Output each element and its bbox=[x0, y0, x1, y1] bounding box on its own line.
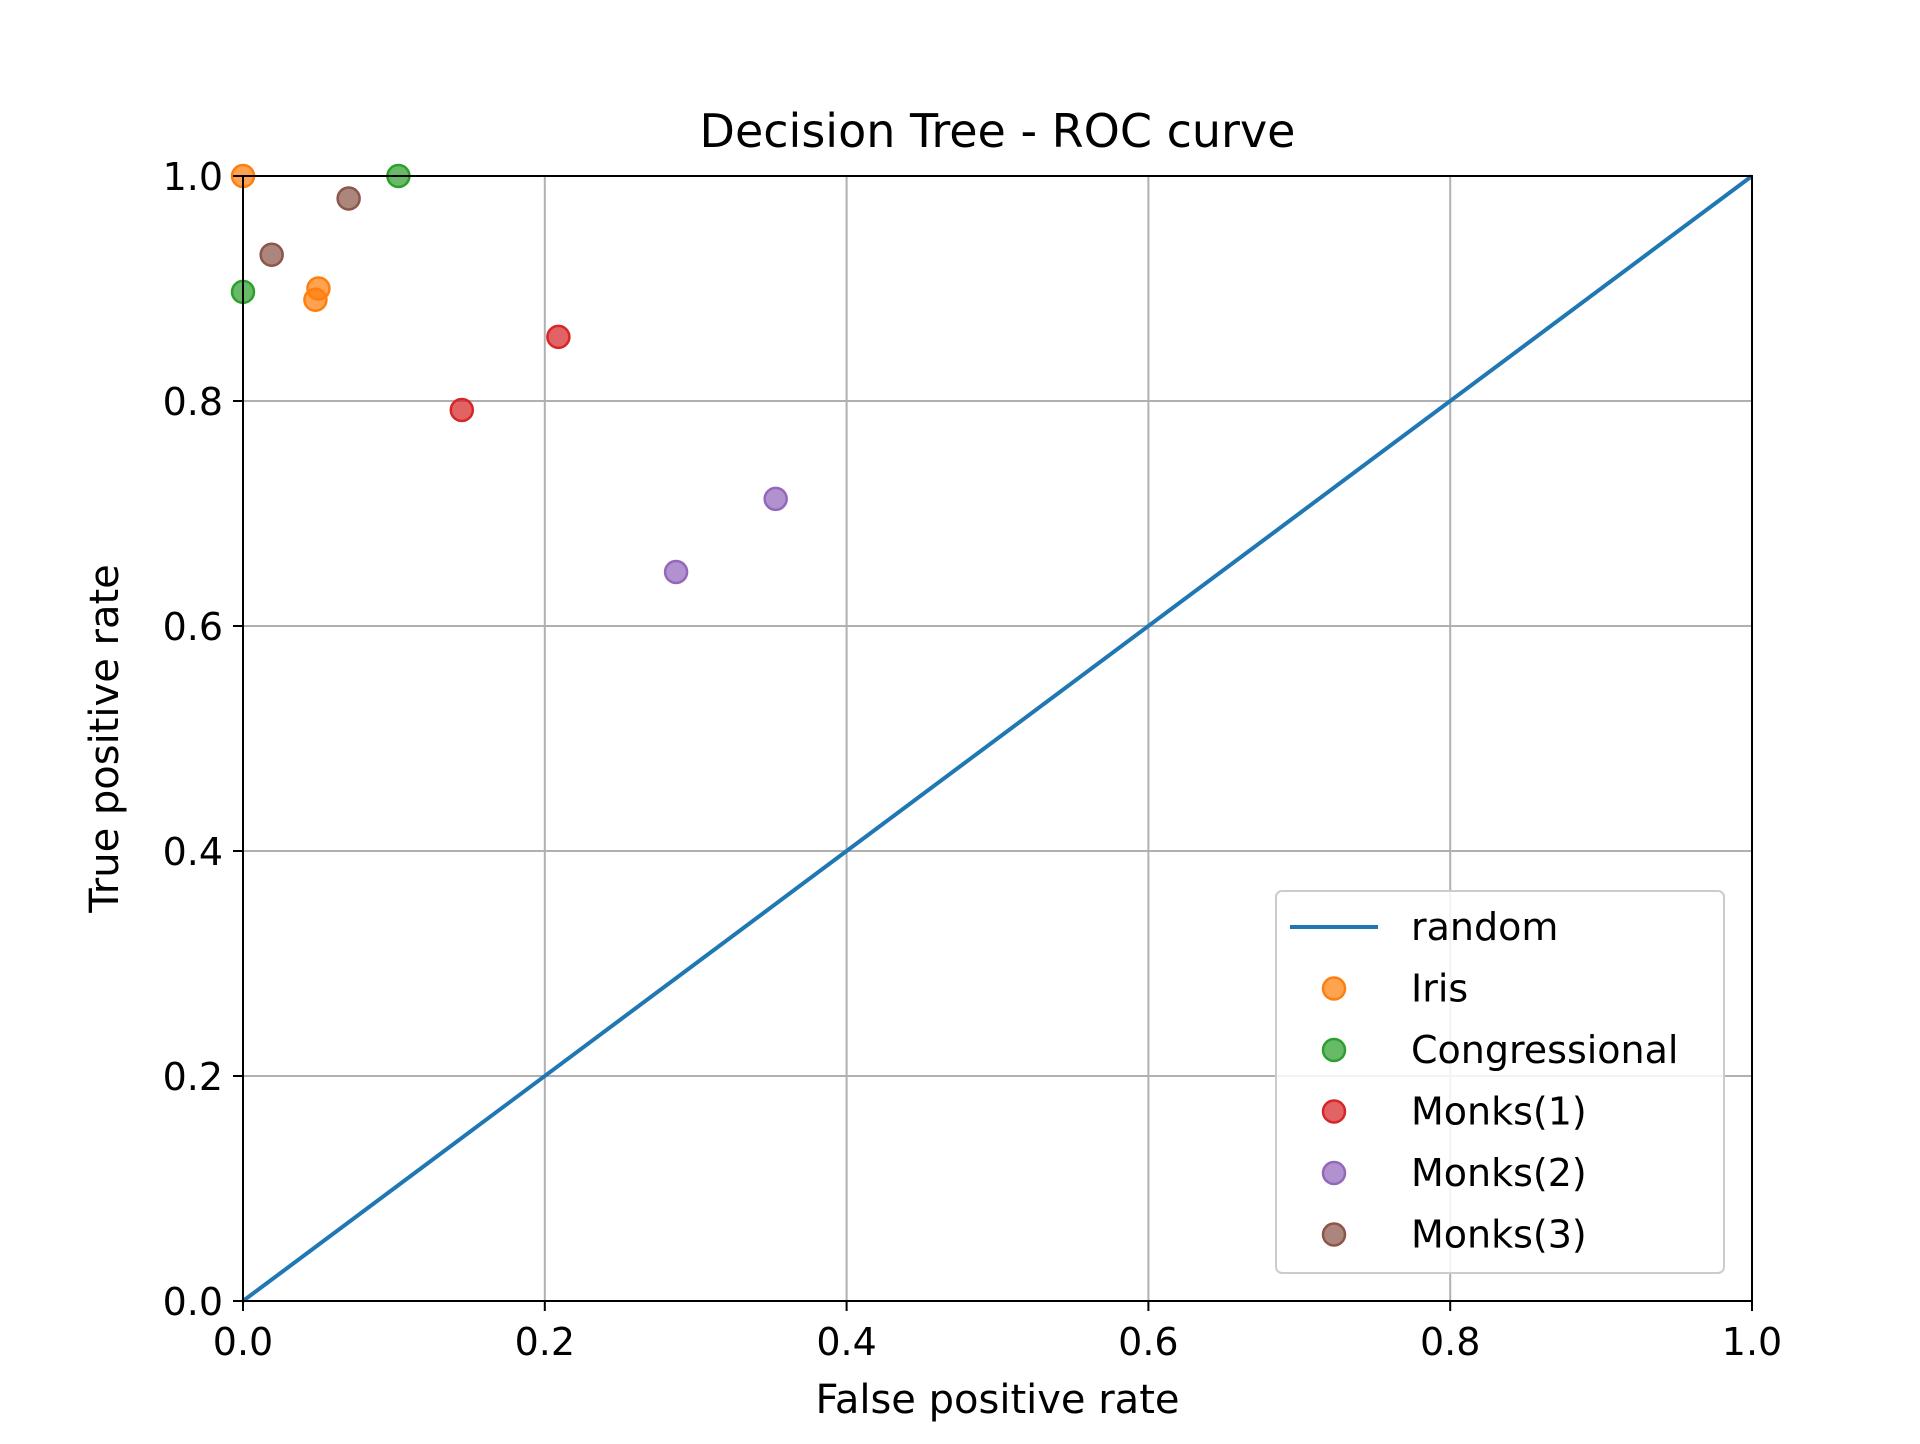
x-tick-label: 1.0 bbox=[1722, 1320, 1782, 1364]
legend-dot-marker bbox=[1321, 1160, 1347, 1186]
data-point bbox=[763, 486, 788, 512]
y-tick-label: 0.2 bbox=[163, 1055, 223, 1099]
chart-title: Decision Tree - ROC curve bbox=[700, 104, 1296, 158]
legend-entry: Iris bbox=[1321, 967, 1468, 1011]
grid bbox=[242, 175, 1753, 1302]
y-tick-label: 1.0 bbox=[163, 155, 223, 199]
x-tick-label: 0.0 bbox=[213, 1320, 273, 1364]
legend-dot-marker bbox=[1321, 976, 1347, 1001]
y-tick-label: 0.8 bbox=[163, 380, 223, 424]
y-axis-label: True positive rate bbox=[82, 564, 128, 914]
legend-label: random bbox=[1411, 905, 1558, 949]
series-monks-1 bbox=[449, 324, 571, 423]
legend-label: Monks(1) bbox=[1411, 1090, 1587, 1134]
x-tick-label: 0.2 bbox=[515, 1320, 575, 1364]
axis-ticks: 0.0 0.2 0.4 0.6 0.8 1.0 0.0 0.2 0.4 0.6 0.8 1.0 bbox=[163, 155, 1783, 1364]
legend-label: Congressional bbox=[1411, 1028, 1678, 1072]
data-point bbox=[449, 397, 475, 423]
legend-dot-marker bbox=[1321, 1099, 1347, 1124]
x-tick-label: 0.8 bbox=[1420, 1320, 1480, 1364]
plot-series bbox=[230, 163, 1754, 1303]
legend-label: Monks(2) bbox=[1411, 1151, 1587, 1195]
data-point bbox=[663, 559, 689, 585]
data-point bbox=[546, 324, 571, 350]
axes-frame bbox=[242, 175, 1753, 1302]
x-tick-label: 0.6 bbox=[1118, 1320, 1178, 1364]
legend-dot-marker bbox=[1321, 1222, 1347, 1247]
random-line bbox=[241, 174, 1754, 1303]
series-monks-3 bbox=[259, 186, 361, 267]
y-tick-label: 0.6 bbox=[163, 605, 223, 649]
legend-box bbox=[1275, 890, 1725, 1274]
legend-entry: random bbox=[1290, 905, 1558, 949]
y-tick-label: 0.4 bbox=[163, 830, 223, 874]
legend-dot-marker bbox=[1321, 1037, 1347, 1063]
legend-entry: Monks(1) bbox=[1321, 1090, 1587, 1134]
y-tick-label: 0.0 bbox=[163, 1280, 223, 1324]
legend-label: Iris bbox=[1411, 967, 1468, 1011]
x-tick-label: 0.4 bbox=[816, 1320, 876, 1364]
legend-label: Monks(3) bbox=[1411, 1213, 1587, 1257]
legend-entry: Congressional bbox=[1321, 1028, 1678, 1072]
data-point bbox=[303, 287, 328, 312]
legend-entry: Monks(2) bbox=[1321, 1151, 1587, 1195]
x-axis-label: False positive rate bbox=[816, 1377, 1180, 1423]
data-point bbox=[259, 242, 284, 267]
series-random bbox=[241, 174, 1754, 1303]
series-monks-2 bbox=[663, 486, 788, 585]
data-point bbox=[336, 186, 361, 211]
legend-entry: Monks(3) bbox=[1321, 1213, 1587, 1257]
legend: random Iris Congressional Monks(1) Monks(2) M… bbox=[1275, 890, 1725, 1274]
